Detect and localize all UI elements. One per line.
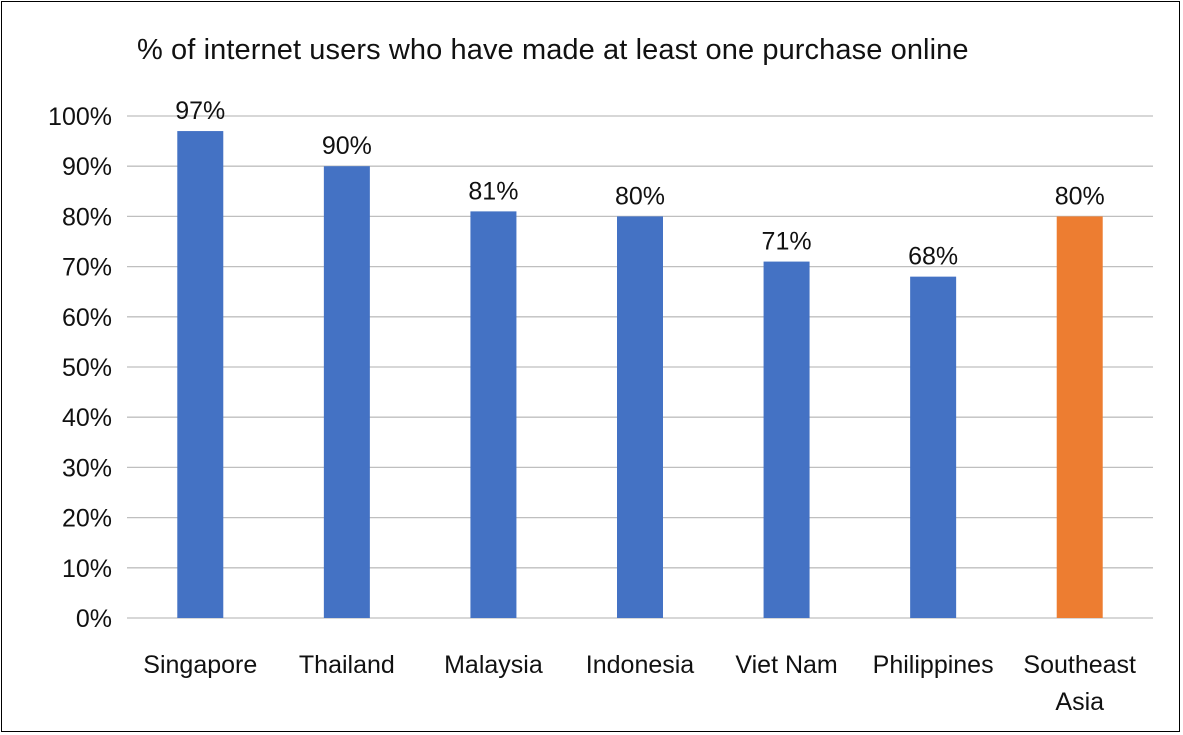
data-label: 80% — [1055, 182, 1105, 210]
y-tick-label: 0% — [76, 605, 112, 633]
data-labels: 97% 90% 81% 80% 71% 68% 80% — [175, 97, 1104, 271]
category-label-line: Philippines — [873, 651, 994, 679]
x-axis-category-labels: Singapore Thailand Malaysia Indonesia Viet N… — [143, 651, 1136, 716]
data-label: 81% — [468, 177, 518, 205]
y-tick-label: 10% — [62, 555, 112, 583]
category-label-line: Indonesia — [586, 651, 695, 679]
y-tick-label: 80% — [62, 203, 112, 231]
bar — [470, 211, 517, 618]
category-label: Thailand — [299, 651, 395, 679]
data-label: 80% — [615, 182, 665, 210]
category-label-line: Southeast — [1023, 651, 1136, 679]
bar — [763, 261, 810, 618]
category-label-line: Viet Nam — [735, 651, 837, 679]
y-tick-label: 50% — [62, 354, 112, 382]
bar — [323, 166, 370, 618]
y-axis-tick-labels: 0% 10% 20% 30% 40% 50% 60% 70% 80% 90% 100% — [48, 103, 112, 633]
y-tick-label: 70% — [62, 254, 112, 282]
y-tick-label: 90% — [62, 153, 112, 181]
chart-title: % of internet users who have made at lea… — [137, 34, 969, 66]
y-tick-label: 20% — [62, 505, 112, 533]
bar — [177, 131, 224, 618]
bar — [910, 276, 957, 618]
bars — [177, 131, 1103, 618]
category-label: Singapore — [143, 651, 257, 679]
data-label: 68% — [908, 243, 958, 271]
data-label: 71% — [762, 228, 812, 256]
y-tick-label: 30% — [62, 454, 112, 482]
data-label: 97% — [175, 97, 225, 125]
category-label: Malaysia — [444, 651, 543, 679]
bar — [1056, 216, 1103, 618]
category-label: Viet Nam — [735, 651, 837, 679]
category-label: Philippines — [873, 651, 994, 679]
y-tick-label: 40% — [62, 404, 112, 432]
category-label: Indonesia — [586, 651, 695, 679]
y-tick-label: 60% — [62, 304, 112, 332]
data-label: 90% — [322, 132, 372, 160]
category-label: Southeast Asia — [1023, 651, 1136, 716]
y-tick-label: 100% — [48, 103, 112, 131]
category-label-line: Malaysia — [444, 651, 543, 679]
category-label-line: Singapore — [143, 651, 257, 679]
bar — [617, 216, 663, 618]
category-label-line: Asia — [1055, 688, 1104, 716]
category-label-line: Thailand — [299, 651, 395, 679]
